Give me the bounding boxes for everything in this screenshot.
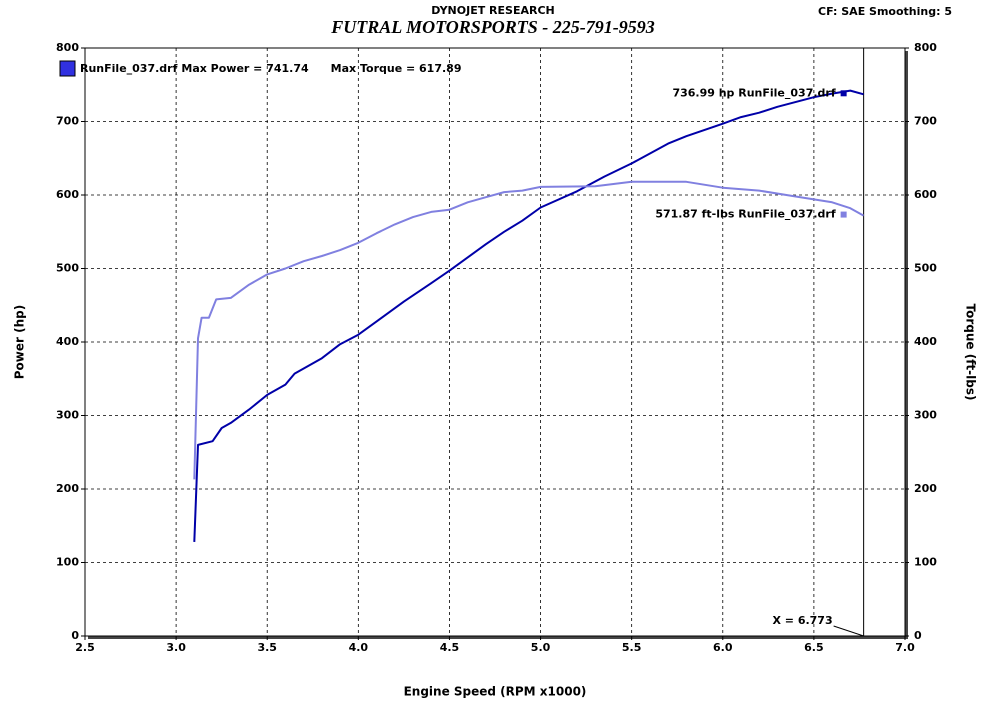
cursor-label: X = 6.773	[772, 614, 832, 627]
end-label: 736.99 hp RunFile_037.drf	[672, 86, 835, 99]
y-tick-label: 600	[56, 188, 79, 201]
x-tick-label: 3.5	[257, 641, 277, 654]
x-tick-label: 3.0	[166, 641, 186, 654]
end-label: 571.87 ft-lbs RunFile_037.drf	[655, 208, 835, 221]
x-tick-label: 2.5	[75, 641, 95, 654]
x-tick-label: 7.0	[895, 641, 915, 654]
y-tick-label: 800	[56, 41, 79, 54]
end-marker	[840, 90, 847, 97]
cursor-pointer	[833, 625, 864, 637]
x-tick-label: 5.5	[622, 641, 642, 654]
legend-part: Max Torque = 617.89	[331, 62, 462, 75]
x-tick-label: 6.0	[713, 641, 733, 654]
y-tick-label: 300	[56, 409, 79, 422]
x-tick-label: 4.0	[349, 641, 369, 654]
legend-swatch	[59, 60, 76, 77]
y-tick-label: 400	[56, 335, 79, 348]
x-tick-label: 5.0	[531, 641, 551, 654]
y2-tick-label: 700	[914, 115, 937, 128]
y2-tick-label: 0	[914, 629, 922, 642]
chart-header: DYNOJET RESEARCH	[431, 4, 554, 17]
y-axis-label: Power (hp)	[13, 305, 27, 379]
end-marker	[840, 211, 847, 218]
y2-tick-label: 600	[914, 188, 937, 201]
x-tick-label: 4.5	[440, 641, 460, 654]
y2-tick-label: 500	[914, 262, 937, 275]
y-tick-label: 500	[56, 262, 79, 275]
y-tick-label: 700	[56, 115, 79, 128]
legend-text: RunFile_037.drf Max Power = 741.74 Max Tor…	[80, 62, 461, 75]
y-tick-label: 200	[56, 482, 79, 495]
series-line	[193, 180, 865, 480]
settings-text: CF: SAE Smoothing: 5	[818, 5, 952, 18]
y2-tick-label: 800	[914, 41, 937, 54]
y2-tick-label: 300	[914, 409, 937, 422]
x-tick-label: 6.5	[804, 641, 824, 654]
legend-part: Max Power = 741.74	[181, 62, 309, 75]
y-tick-label: 100	[56, 556, 79, 569]
y2-tick-label: 400	[914, 335, 937, 348]
y2-axis-label: Torque (ft-lbs)	[964, 304, 978, 401]
y2-tick-label: 100	[914, 556, 937, 569]
series-line	[193, 89, 864, 542]
chart-title: FUTRAL MOTORSPORTS - 225-791-9593	[330, 17, 655, 37]
y2-tick-label: 200	[914, 482, 937, 495]
legend-part: RunFile_037.drf	[80, 62, 178, 75]
x-axis-label: Engine Speed (RPM x1000)	[404, 685, 587, 699]
y-tick-label: 0	[71, 629, 79, 642]
